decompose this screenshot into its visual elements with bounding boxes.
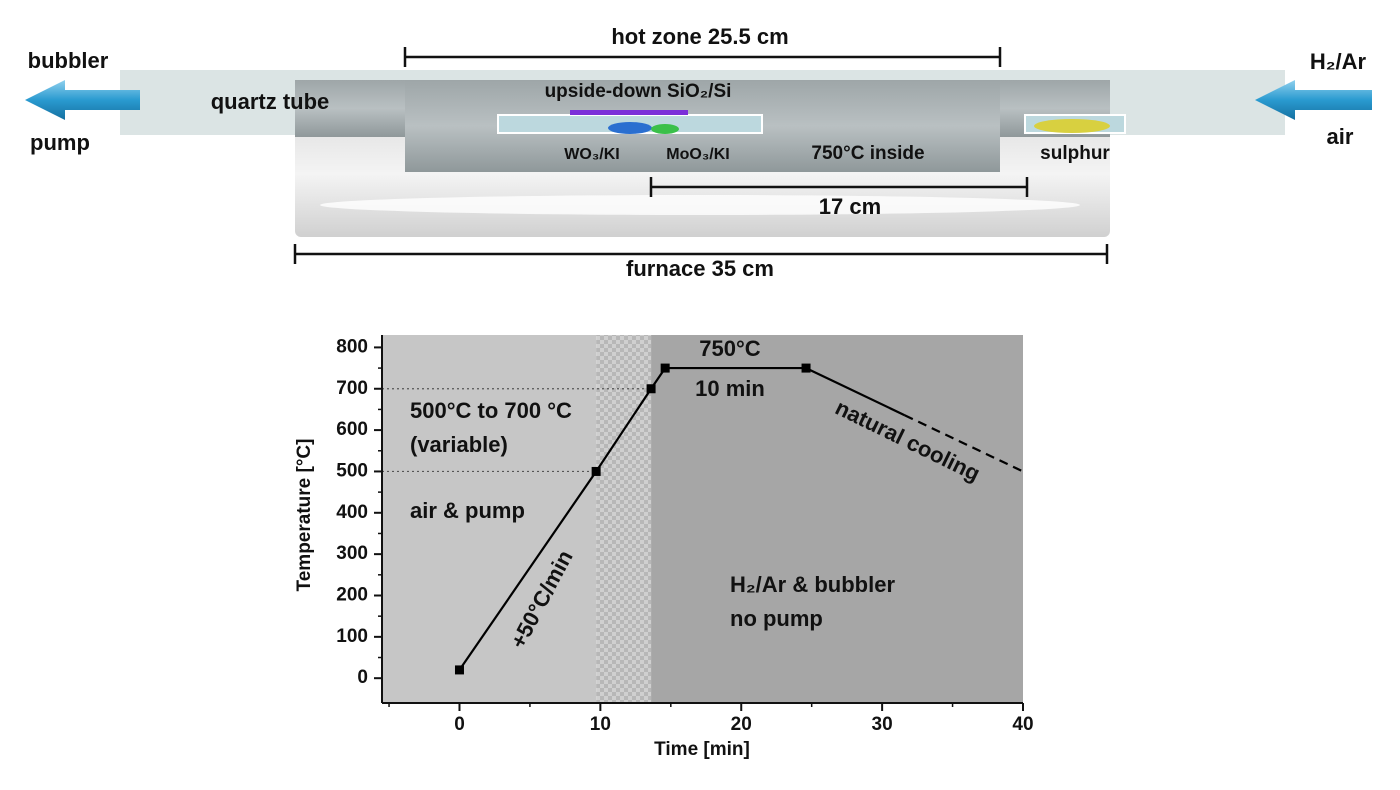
- y-tick-label: 800: [336, 336, 368, 357]
- annotation: air & pump: [410, 498, 525, 523]
- y-tick-label: 400: [336, 502, 368, 523]
- y-axis-label: Temperature [°C]: [294, 439, 315, 592]
- bubbler-label: bubbler: [28, 48, 109, 73]
- x-tick-label: 40: [1012, 714, 1033, 735]
- pump-label: pump: [30, 130, 90, 155]
- phase-region: [382, 335, 597, 703]
- data-point: [591, 466, 601, 476]
- y-tick-label: 300: [336, 543, 368, 564]
- wo3-label: WO₃/KI: [564, 146, 619, 163]
- x-tick-label: 30: [872, 714, 893, 735]
- annotation: 500°C to 700 °C: [410, 398, 572, 423]
- sulphur-label: sulphur: [1040, 143, 1110, 164]
- annotation: H₂/Ar & bubbler: [730, 572, 895, 597]
- temperature-line: [904, 414, 1024, 473]
- gas-label: H₂/Ar: [1310, 49, 1367, 74]
- y-tick-label: 500: [336, 460, 368, 481]
- data-point: [646, 384, 656, 394]
- x-tick-label: 20: [731, 714, 752, 735]
- y-tick-label: 0: [357, 667, 368, 688]
- substrate-label: upside-down SiO₂/Si: [545, 81, 732, 102]
- moo3-powder: [651, 124, 679, 134]
- distance-label: 17 cm: [819, 194, 881, 219]
- highlight: [320, 195, 1080, 215]
- annotation: 10 min: [695, 376, 765, 401]
- temperature-chart: Time [min] Temperature [°C] 010020030040…: [294, 335, 1034, 760]
- outlet-arrow: [25, 80, 140, 120]
- y-tick-label: 600: [336, 419, 368, 440]
- x-tick-label: 0: [454, 714, 465, 735]
- annotation: (variable): [410, 432, 508, 457]
- moo3-label: MoO₃/KI: [666, 146, 729, 163]
- data-point: [454, 665, 464, 675]
- substrate: [570, 110, 688, 115]
- furnace-schematic: hot zone 25.5 cm bubbler pump quartz tub…: [25, 24, 1372, 281]
- hot-zone-label: hot zone 25.5 cm: [611, 24, 788, 49]
- inside-temp-label: 750°C inside: [811, 143, 924, 164]
- temperature-line: [805, 367, 906, 417]
- inlet-arrow: [1255, 80, 1372, 120]
- phase-region: [596, 335, 652, 703]
- data-point: [660, 363, 670, 373]
- air-label: air: [1327, 124, 1354, 149]
- furnace-label: furnace 35 cm: [626, 256, 774, 281]
- y-tick-label: 700: [336, 378, 368, 399]
- y-tick-label: 200: [336, 585, 368, 606]
- annotation: 750°C: [699, 336, 761, 361]
- dimension-lines: [293, 47, 1109, 264]
- quartz-tube-label: quartz tube: [211, 89, 330, 114]
- x-tick-label: 10: [590, 714, 611, 735]
- x-axis-label: Time [min]: [654, 739, 750, 760]
- annotation: no pump: [730, 606, 823, 631]
- phase-region: [651, 335, 1023, 703]
- wo3-powder: [608, 122, 652, 134]
- sulphur-powder: [1034, 119, 1110, 133]
- plot-layer: 0 100 200 300 400 500 600 700 800 0 10 20 30 40 750°C 1…: [336, 335, 1034, 735]
- y-tick-label: 100: [336, 626, 368, 647]
